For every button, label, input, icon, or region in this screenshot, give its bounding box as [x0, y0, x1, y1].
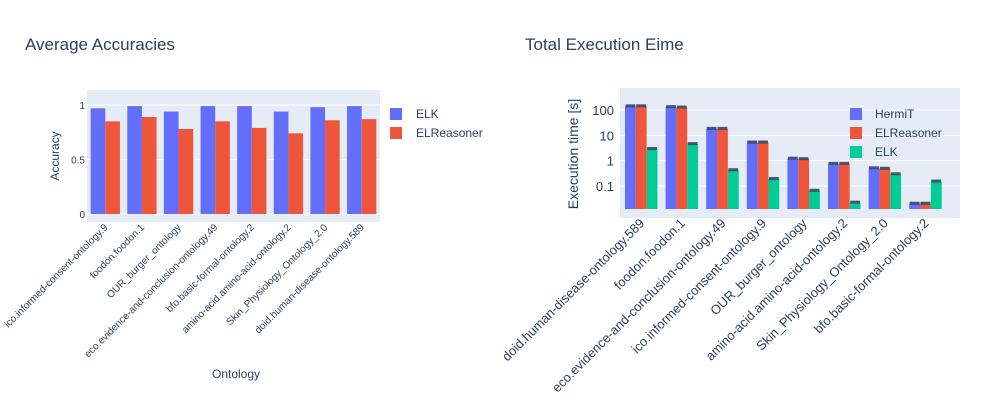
- accuracy-bar-elreasoner-bfo-basic-formal-ontology-2: [251, 127, 267, 214]
- execution-time-chart-title: Total Execution Eime: [525, 35, 684, 54]
- accuracy-bar-elk-eco-evidence-and-conclusion-ontology-49: [200, 106, 216, 214]
- execution-time-y-tick-label: 10: [600, 128, 614, 143]
- execution-time-x-tick-label: foodon.foodon.1: [611, 216, 688, 293]
- accuracy-x-tick-label: eco.evidence-and-conclusion-ontology.49: [83, 222, 221, 360]
- accuracy-x-axis-title: Ontology: [212, 367, 260, 381]
- execution-time-bar-elreasoner-foodon-foodon-1: [676, 107, 688, 209]
- execution-time-bar-elk-amino-acid-amino-acid-ontology-2: [849, 202, 861, 209]
- execution-time-error-bar: [931, 179, 942, 183]
- execution-time-legend-label-hermit: HermiT: [875, 107, 915, 121]
- accuracy-legend-swatch-elk: [390, 108, 402, 120]
- execution-time-bar-elreasoner-skin-physiology-ontology-2-0: [879, 168, 891, 209]
- accuracy-y-tick-label: 0: [79, 210, 85, 221]
- execution-time-error-bar: [850, 200, 860, 204]
- accuracy-legend-label-elreasoner: ELReasoner: [416, 126, 483, 140]
- execution-time-bar-hermit-skin-physiology-ontology-2-0: [868, 168, 880, 209]
- execution-time-legend-label-elreasoner: ELReasoner: [875, 126, 942, 140]
- execution-time-error-bar: [920, 201, 931, 205]
- execution-time-y-axis-title: Execution time [s]: [565, 99, 581, 210]
- accuracy-legend: ELK ELReasoner: [390, 107, 483, 140]
- execution-time-y-tick-label: 1: [607, 154, 614, 169]
- execution-time-error-bar: [728, 168, 739, 172]
- execution-time-legend-swatch-elk: [850, 146, 862, 158]
- execution-time-error-bar: [647, 146, 657, 150]
- execution-time-bar-hermit-eco-evidence-and-conclusion-ontology-49: [706, 128, 718, 209]
- accuracy-bar-elk-ico-informed-consent-ontology-9: [90, 108, 106, 214]
- execution-time-bar-elreasoner-ico-informed-consent-ontology-9: [757, 142, 769, 209]
- execution-time-error-bar: [717, 126, 728, 130]
- execution-time-bar-elk-skin-physiology-ontology-2-0: [890, 174, 902, 209]
- accuracy-bar-elreasoner-ico-informed-consent-ontology-9: [105, 121, 120, 214]
- execution-time-bar-elk-eco-evidence-and-conclusion-ontology-49: [727, 170, 739, 209]
- execution-time-error-bar: [706, 126, 717, 130]
- execution-time-error-bar: [798, 157, 809, 161]
- accuracy-bar-elk-doid-human-disease-ontology-589: [347, 106, 362, 214]
- execution-time-bar-elreasoner-bfo-basic-formal-ontology-2: [920, 203, 931, 209]
- execution-time-bar-hermit-ico-informed-consent-ontology-9: [746, 142, 758, 209]
- execution-time-bar-hermit-doid-human-disease-ontology-589: [625, 106, 636, 209]
- execution-time-error-bar: [869, 166, 879, 170]
- execution-time-bar-hermit-our-burger-ontology: [787, 158, 799, 209]
- accuracy-bar-elk-foodon-foodon-1: [127, 106, 142, 214]
- execution-time-error-bar: [747, 140, 758, 144]
- execution-time-bar-elk-foodon-foodon-1: [687, 144, 699, 209]
- accuracy-bar-elreasoner-our-burger-ontology: [178, 128, 194, 214]
- accuracy-bar-elreasoner-foodon-foodon-1: [141, 116, 157, 214]
- execution-time-error-bar: [768, 176, 779, 180]
- execution-time-bar-elreasoner-eco-evidence-and-conclusion-ontology-49: [717, 128, 728, 209]
- accuracy-y-axis-title: Accuracy: [48, 131, 62, 180]
- execution-time-bar-elreasoner-doid-human-disease-ontology-589: [635, 106, 647, 209]
- execution-time-error-bar: [666, 105, 676, 109]
- execution-time-error-bar: [809, 188, 820, 192]
- execution-time-x-tick-label: doid.human-disease-ontology.589: [499, 216, 647, 364]
- execution-time-bar-hermit-bfo-basic-formal-ontology-2: [909, 203, 921, 209]
- execution-time-chart: Total Execution Eime 0.1 1 10 100 doid.huma…: [499, 35, 960, 395]
- accuracy-bar-elreasoner-eco-evidence-and-conclusion-ontology-49: [215, 121, 230, 214]
- execution-time-error-bar: [879, 166, 890, 170]
- accuracy-y-tick-label: 0.5: [71, 156, 85, 167]
- execution-time-bar-elk-bfo-basic-formal-ontology-2: [930, 181, 942, 209]
- execution-time-error-bar: [828, 161, 839, 165]
- accuracy-legend-swatch-elreasoner: [390, 127, 402, 139]
- accuracy-bar-elreasoner-doid-human-disease-ontology-589: [361, 119, 377, 214]
- accuracy-bar-elreasoner-skin-physiology-ontology-2-0: [325, 120, 340, 214]
- accuracy-bar-elk-bfo-basic-formal-ontology-2: [237, 106, 252, 214]
- execution-time-legend-swatch-hermit: [850, 108, 862, 120]
- execution-time-legend-swatch-elreasoner: [850, 127, 862, 139]
- accuracy-y-tick-label: 1: [79, 101, 85, 112]
- accuracy-bar-elk-our-burger-ontology: [163, 111, 179, 214]
- execution-time-bar-hermit-amino-acid-amino-acid-ontology-2: [828, 163, 839, 209]
- execution-time-bar-elreasoner-our-burger-ontology: [798, 159, 810, 209]
- execution-time-y-tick-label: 0.1: [596, 179, 614, 194]
- accuracy-chart: Average Accuracies 00.51 ico.informed-co…: [3, 35, 483, 381]
- execution-time-error-bar: [676, 105, 687, 109]
- execution-time-x-tick-label: eco.evidence-and-conclusion-ontology.49: [549, 216, 729, 396]
- execution-time-error-bar: [787, 156, 798, 160]
- execution-time-legend-label-elk: ELK: [875, 145, 898, 159]
- execution-time-error-bar: [890, 172, 901, 176]
- accuracy-legend-label-elk: ELK: [416, 107, 439, 121]
- execution-time-bar-elk-our-burger-ontology: [809, 190, 820, 209]
- execution-time-bar-elk-ico-informed-consent-ontology-9: [768, 178, 780, 209]
- execution-time-error-bar: [839, 161, 850, 165]
- execution-time-bar-hermit-foodon-foodon-1: [665, 107, 677, 209]
- accuracy-bar-elk-amino-acid-amino-acid-ontology-2: [273, 111, 289, 214]
- execution-time-bar-elk-doid-human-disease-ontology-589: [646, 148, 658, 209]
- execution-time-error-bar: [625, 104, 636, 108]
- accuracy-chart-title: Average Accuracies: [25, 35, 175, 54]
- execution-time-bar-elreasoner-amino-acid-amino-acid-ontology-2: [838, 163, 850, 209]
- execution-time-error-bar: [758, 140, 768, 144]
- execution-time-y-tick-label: 100: [592, 103, 614, 118]
- execution-time-error-bar: [636, 104, 647, 108]
- execution-time-error-bar: [687, 142, 698, 146]
- execution-time-error-bar: [909, 201, 920, 205]
- execution-time-legend: HermiT ELReasoner ELK: [850, 107, 942, 159]
- accuracy-bar-elreasoner-amino-acid-amino-acid-ontology-2: [288, 133, 304, 214]
- accuracy-bar-elk-skin-physiology-ontology-2-0: [310, 107, 326, 214]
